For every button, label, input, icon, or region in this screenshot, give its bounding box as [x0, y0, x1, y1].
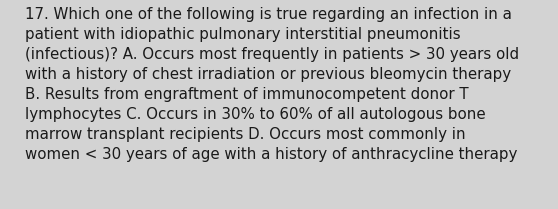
- Text: 17. Which one of the following is true regarding an infection in a
patient with : 17. Which one of the following is true r…: [25, 7, 519, 162]
